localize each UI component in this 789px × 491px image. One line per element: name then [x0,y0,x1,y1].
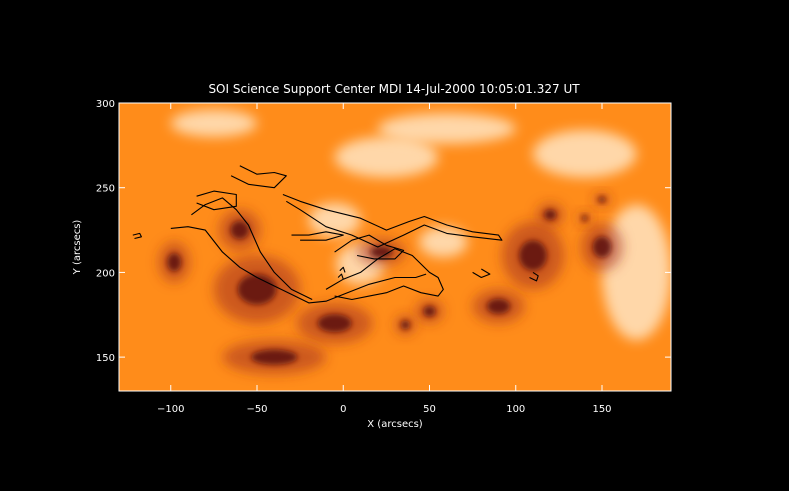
chart-title: SOI Science Support Center MDI 14-Jul-20… [208,82,580,96]
plage-region [377,113,516,144]
y-tick-label: 250 [96,184,115,195]
x-axis: −100 −50 0 50 100 150 [157,103,612,415]
plage-region [308,202,361,237]
sunspot-core [423,306,436,317]
sunspot-core [519,240,547,271]
contour-line [291,231,344,241]
plage-region [533,130,637,178]
contour-line [472,268,491,279]
sunspot-core [237,274,277,305]
plot-area [118,102,672,392]
x-tick-label: 0 [340,404,346,415]
y-tick-label: 150 [96,353,115,364]
sunspot-core [370,245,393,259]
contour-line [191,197,313,300]
contour-line [325,248,444,301]
sunspot-core [400,320,411,330]
plage-region [170,109,257,137]
x-tick-label: 150 [592,404,611,415]
sunspot-core [544,209,557,221]
plage-region [419,226,468,258]
sunspot-core [598,196,606,203]
y-tick-label: 200 [96,268,115,279]
sunspot-core [486,298,511,314]
x-tick-label: 100 [506,404,525,415]
contour-line [196,190,237,211]
contour-line [282,193,503,248]
contour-line [339,266,346,273]
y-axis: 150 200 250 300 [96,99,671,364]
plage-region [334,136,439,178]
sunspot-core [581,215,588,222]
plage-region [602,204,671,341]
y-tick-label: 300 [96,99,115,110]
contour-line [132,232,142,240]
x-tick-label: 50 [423,404,436,415]
x-axis-label: X (arcsecs) [367,419,423,430]
contour-line [337,273,344,280]
sunspot-core [250,349,298,365]
plot-frame [118,102,672,392]
contour-line [529,271,539,282]
contour-line [230,165,287,189]
sunspot-core [317,314,352,333]
sunspot-core [230,220,250,240]
contour-line [334,234,405,260]
x-tick-label: −50 [246,404,267,415]
sunspot-core [592,236,612,258]
x-tick-label: −100 [157,404,184,415]
sunspot-core [167,253,182,272]
contour-line [170,226,427,304]
contour-overlay [132,165,539,304]
y-axis-label: Y (arcsecs) [72,220,83,276]
